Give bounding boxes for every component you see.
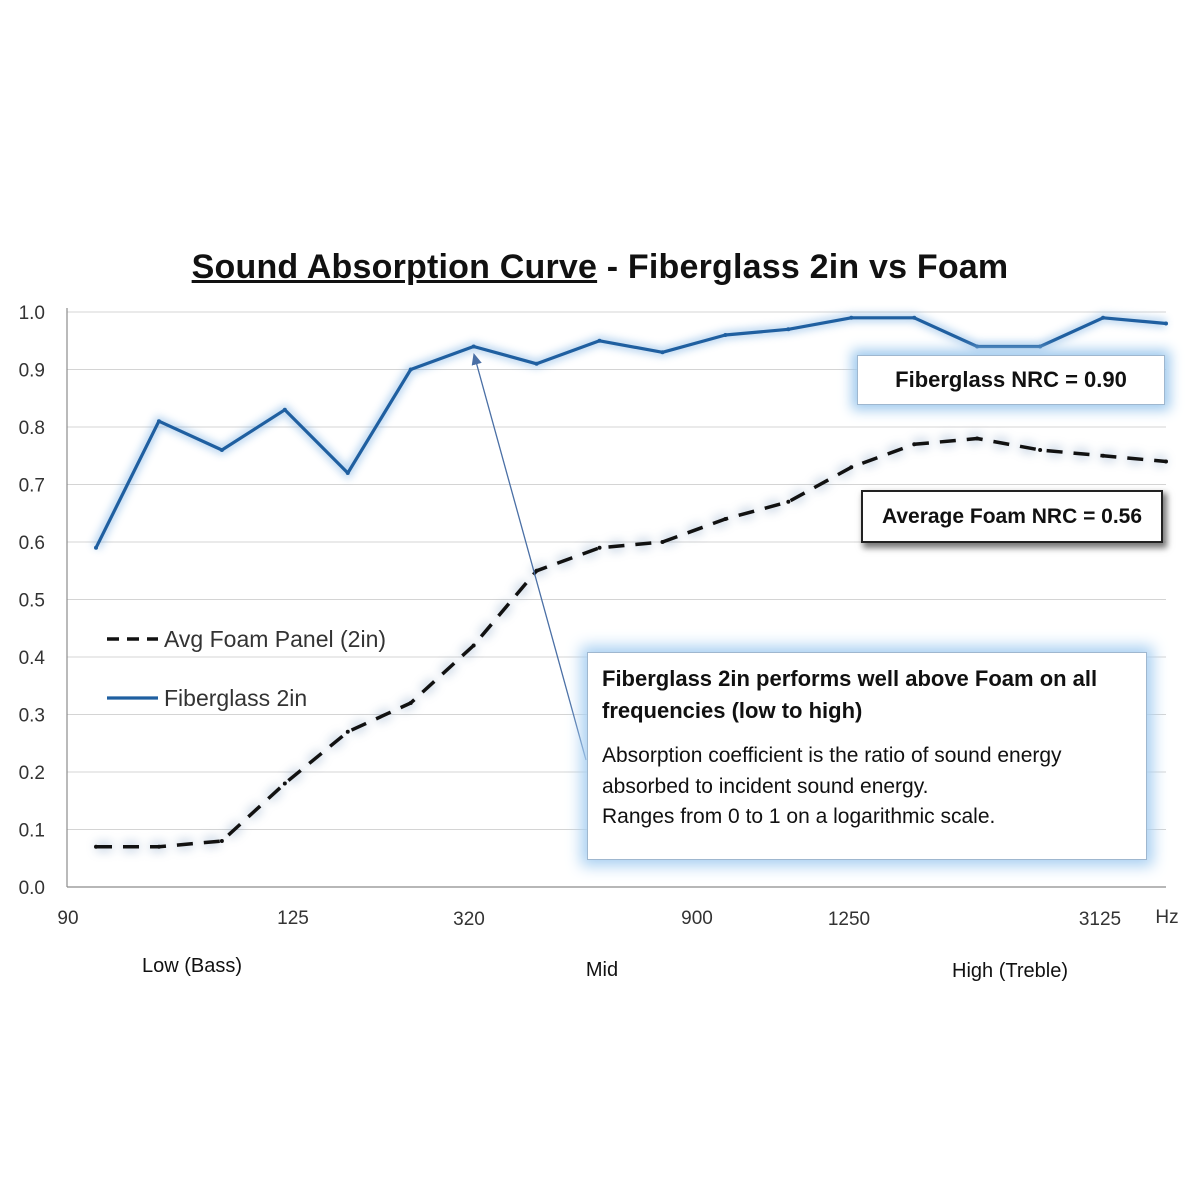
legend: Avg Foam Panel (2in) Fiberglass 2in (107, 626, 386, 711)
data-point-foam (408, 701, 413, 705)
y-tick-label: 0.1 (19, 821, 45, 842)
x-tick-label: 1250 (828, 909, 870, 930)
data-point-foam (912, 442, 917, 447)
explanation-heading: Fiberglass 2in performs well above Foam … (602, 666, 1098, 723)
legend-label: Fiberglass 2in (164, 685, 307, 711)
data-point-fiberglass (786, 327, 791, 332)
data-point-fiberglass (345, 471, 350, 475)
chart-title-main: Sound Absorption Curve (191, 248, 598, 286)
fiberglass-nrc-callout: Fiberglass NRC = 0.90 (857, 355, 1165, 405)
y-tick-label: 0.6 (19, 533, 45, 554)
fiberglass-nrc-text: Fiberglass NRC = 0.90 (895, 367, 1127, 392)
explanation-line-2: Ranges from 0 to 1 on a logarithmic scal… (602, 805, 996, 828)
data-point-fiberglass (156, 419, 161, 424)
explanation-callout: Fiberglass 2in performs well above Foam … (587, 652, 1147, 860)
data-point-foam (723, 517, 728, 521)
data-point-fiberglass (849, 315, 854, 320)
series-line-foam (96, 436, 1167, 849)
y-tick-label: 0.5 (19, 591, 45, 612)
data-point-foam (786, 499, 791, 504)
y-tick-label: 0.3 (19, 706, 45, 727)
x-tick-label: 90 (57, 908, 78, 929)
data-point-fiberglass (1164, 321, 1168, 326)
data-point-fiberglass (219, 448, 224, 452)
x-tick-label: 320 (453, 909, 485, 930)
x-tick-label: 3125 (1079, 909, 1121, 930)
data-point-foam (534, 568, 539, 573)
x-unit-label: Hz (1155, 907, 1178, 928)
x-tick-label: 125 (277, 908, 309, 929)
data-point-foam (597, 545, 602, 550)
data-point-fiberglass (723, 333, 728, 337)
data-point-foam (156, 844, 161, 849)
data-point-fiberglass (471, 344, 476, 349)
data-point-fiberglass (1101, 315, 1106, 320)
y-tick-label: 0.7 (19, 476, 45, 497)
data-point-fiberglass (408, 367, 413, 372)
data-point-fiberglass (534, 361, 539, 366)
data-point-fiberglass (975, 344, 980, 349)
data-point-foam (471, 643, 476, 648)
frequency-band-label: Low (Bass) (142, 955, 242, 977)
y-tick-label: 1.0 (19, 303, 45, 324)
foam-nrc-text: Average Foam NRC = 0.56 (881, 504, 1143, 528)
explanation-line-1: Absorption coefficient is the ratio of s… (602, 744, 1062, 798)
legend-label: Avg Foam Panel (2in) (164, 626, 386, 652)
chart-title: Sound Absorption Curve - Fiberglass 2in … (0, 248, 1200, 287)
data-point-foam (975, 436, 980, 441)
data-point-foam (1038, 448, 1043, 452)
y-tick-label: 0.8 (19, 418, 45, 439)
data-point-fiberglass (912, 315, 917, 320)
frequency-band-label: Mid (586, 959, 618, 981)
data-point-foam (1101, 453, 1106, 458)
data-point-foam (1164, 459, 1168, 464)
data-point-foam (94, 844, 98, 849)
foam-nrc-callout: Average Foam NRC = 0.56 (861, 490, 1163, 543)
data-point-foam (660, 540, 665, 544)
data-point-foam (282, 781, 287, 786)
series-lines (91, 313, 1168, 852)
data-point-fiberglass (1038, 344, 1043, 349)
y-tick-label: 0.2 (19, 763, 45, 784)
frequency-band-label: High (Treble) (952, 960, 1068, 982)
data-point-fiberglass (94, 545, 98, 550)
axes: 0.0 0.1 0.2 0.3 0.4 0.5 0.6 0.7 0.8 0.9 1.0 90 125 32… (19, 303, 1179, 982)
data-point-foam (219, 839, 224, 843)
series-line-fiberglass (94, 316, 1167, 549)
y-tick-label: 0.9 (19, 361, 45, 382)
annotation-arrow (471, 352, 587, 761)
data-point-foam (345, 729, 350, 734)
x-tick-label: 900 (681, 908, 713, 929)
y-tick-label: 0.4 (19, 648, 46, 669)
data-point-fiberglass (597, 338, 602, 343)
data-point-foam (849, 465, 854, 470)
y-tick-label: 0.0 (19, 878, 45, 899)
chart-title-suffix: - Fiberglass 2in vs Foam (597, 248, 1009, 286)
data-point-fiberglass (660, 350, 665, 355)
data-point-fiberglass (282, 407, 287, 412)
